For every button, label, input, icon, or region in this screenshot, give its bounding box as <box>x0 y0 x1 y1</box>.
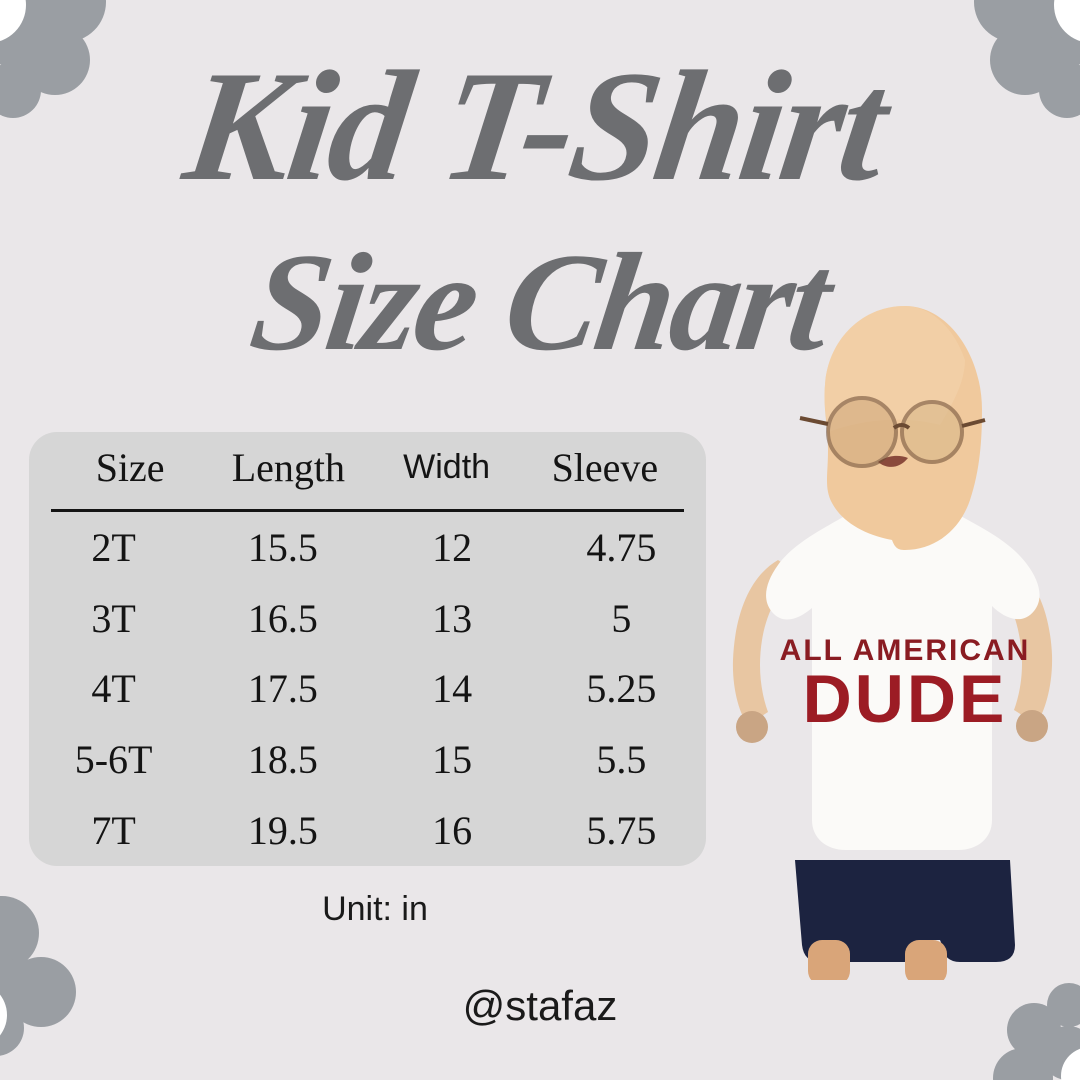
svg-text:DUDE: DUDE <box>803 661 1008 737</box>
